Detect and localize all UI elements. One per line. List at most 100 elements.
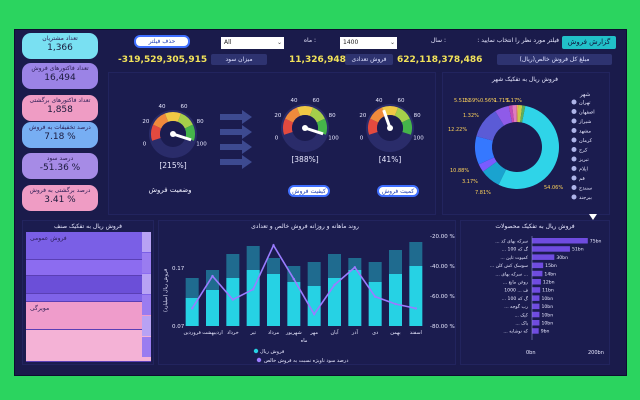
quality-sales-button[interactable]: کیفیت فروش [288, 185, 330, 197]
donut-legend-item[interactable]: ایلام [579, 167, 588, 173]
gauge-segment [285, 107, 301, 123]
bar-lower[interactable] [348, 270, 362, 326]
hbar-category-label: ... سرکه بهای ... [495, 271, 528, 277]
donut-legend-item[interactable]: شیراز [578, 119, 591, 125]
donut-slice[interactable] [520, 105, 526, 123]
flow-arrow-icon [220, 140, 252, 154]
treemap-block[interactable] [26, 276, 151, 294]
treemap-block[interactable]: فروش عمومی [26, 232, 151, 260]
combo-x-tick: دی [372, 330, 378, 336]
line-point[interactable] [231, 298, 235, 301]
reset-filter-button[interactable]: حذف فیلتر [134, 35, 190, 48]
donut-slice[interactable] [498, 105, 559, 189]
treemap-block[interactable] [26, 294, 151, 302]
line-point[interactable] [394, 302, 397, 306]
hbar-bar[interactable] [532, 303, 540, 310]
bar-lower[interactable] [287, 282, 301, 326]
year-select[interactable]: 1400 ⌄ [340, 37, 397, 49]
treemap-strip[interactable] [142, 316, 151, 336]
line-point[interactable] [272, 244, 275, 247]
treemap-strip[interactable] [142, 337, 151, 357]
bar-lower[interactable] [185, 298, 199, 326]
donut-legend-item[interactable]: قم [579, 176, 585, 182]
invoice-label: فروش تعدادی [345, 54, 393, 65]
bar-upper[interactable] [266, 258, 281, 274]
bar-lower[interactable] [307, 286, 321, 326]
hbar-data-label: 10bn [541, 321, 553, 327]
treemap-block[interactable]: مویرگی [26, 302, 151, 330]
hbar-bar[interactable] [532, 311, 540, 318]
donut-slice[interactable] [476, 111, 505, 141]
bar-lower[interactable] [205, 290, 220, 326]
gauge-segment [401, 118, 413, 135]
donut-legend-item[interactable]: مشهد [579, 129, 591, 135]
bar-upper[interactable] [226, 254, 240, 278]
hbar-bar[interactable] [532, 238, 588, 244]
bar-upper[interactable] [246, 246, 260, 270]
bar-lower[interactable] [226, 278, 240, 326]
line-point[interactable] [333, 283, 336, 287]
bar-upper[interactable] [388, 250, 403, 274]
combo-y-title: فروش ریال (میلیارد) [163, 268, 169, 312]
line-point[interactable] [292, 277, 296, 281]
bar-lower[interactable] [409, 266, 423, 326]
hbar-bar[interactable] [532, 295, 540, 301]
hbar-bar[interactable] [532, 254, 555, 260]
profit-line[interactable] [191, 243, 417, 316]
bar-upper[interactable] [327, 254, 342, 278]
treemap-strip[interactable] [142, 295, 151, 315]
treemap-strip[interactable] [142, 253, 151, 273]
month-select[interactable]: All ⌄ [221, 37, 284, 49]
donut-slice[interactable] [517, 105, 523, 123]
line-point[interactable] [353, 266, 357, 269]
donut-legend-item[interactable]: بیرجند [579, 195, 592, 201]
donut-legend-item[interactable]: تهران [579, 100, 591, 106]
donut-data-label: 54.06% [544, 185, 563, 191]
donut-slice[interactable] [516, 105, 519, 123]
bar-upper[interactable] [368, 262, 382, 282]
donut-legend-item[interactable]: اصفهان [579, 110, 595, 116]
scroll-down-icon[interactable] [589, 205, 597, 220]
bar-upper[interactable] [409, 242, 423, 266]
donut-slice[interactable] [495, 105, 513, 126]
bar-lower[interactable] [266, 274, 281, 326]
quantity-sales-button[interactable]: کمیت فروش [377, 185, 419, 197]
donut-slice[interactable] [478, 157, 497, 172]
donut-legend-item[interactable]: سنندج [579, 186, 592, 192]
donut-slice[interactable] [512, 105, 517, 123]
hbar-bar[interactable] [532, 279, 541, 285]
bar-lower[interactable] [388, 274, 403, 326]
report-tab[interactable]: گزارش فروش [562, 36, 616, 49]
line-point[interactable] [312, 313, 316, 316]
donut-legend-item[interactable]: کرج [579, 148, 588, 154]
treemap-strip[interactable] [142, 232, 151, 252]
hbar-bar[interactable] [532, 246, 570, 252]
hbar-bar[interactable] [532, 328, 539, 334]
donut-slice[interactable] [475, 136, 495, 165]
kpi-value: 3.41 % [44, 195, 76, 205]
hbar-bar[interactable] [532, 262, 544, 269]
treemap-block[interactable] [26, 330, 151, 362]
hbar-bar[interactable] [532, 320, 540, 326]
treemap-block[interactable] [26, 260, 151, 276]
combo-x-tick: مهر [309, 330, 318, 336]
donut-slice[interactable] [508, 105, 515, 123]
line-point[interactable] [251, 288, 255, 291]
bar-upper[interactable] [348, 258, 362, 270]
bar-upper[interactable] [205, 270, 220, 290]
bar-upper[interactable] [307, 262, 321, 286]
line-point[interactable] [211, 274, 214, 278]
bar-upper[interactable] [185, 278, 199, 298]
hbar-bar[interactable] [532, 287, 541, 293]
donut-slice[interactable] [482, 161, 507, 185]
bar-lower[interactable] [368, 282, 382, 326]
line-point[interactable] [373, 295, 377, 298]
line-point[interactable] [190, 307, 194, 310]
bar-upper[interactable] [287, 266, 301, 282]
hbar-bar[interactable] [532, 270, 543, 277]
donut-legend-item[interactable]: تبریز [578, 157, 589, 163]
treemap-strip[interactable] [142, 274, 151, 294]
donut-legend-item[interactable]: کرمان [579, 138, 593, 144]
year-label: سال : [430, 37, 446, 44]
line-point[interactable] [414, 307, 418, 310]
